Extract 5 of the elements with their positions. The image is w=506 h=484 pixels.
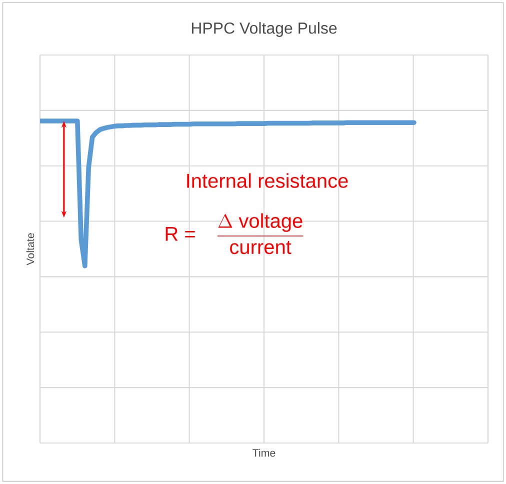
annotation: Internal resistance: [187, 173, 348, 188]
y-axis-title: Voltate: [26, 233, 34, 266]
x-axis-title: Time: [252, 448, 276, 457]
annotation: $\text{R =}\quad\frac{\Delta\ \text{voltage}}{\text{current}}$: [166, 213, 304, 254]
chart-title: HPPC Voltage Pulse: [192, 22, 337, 37]
